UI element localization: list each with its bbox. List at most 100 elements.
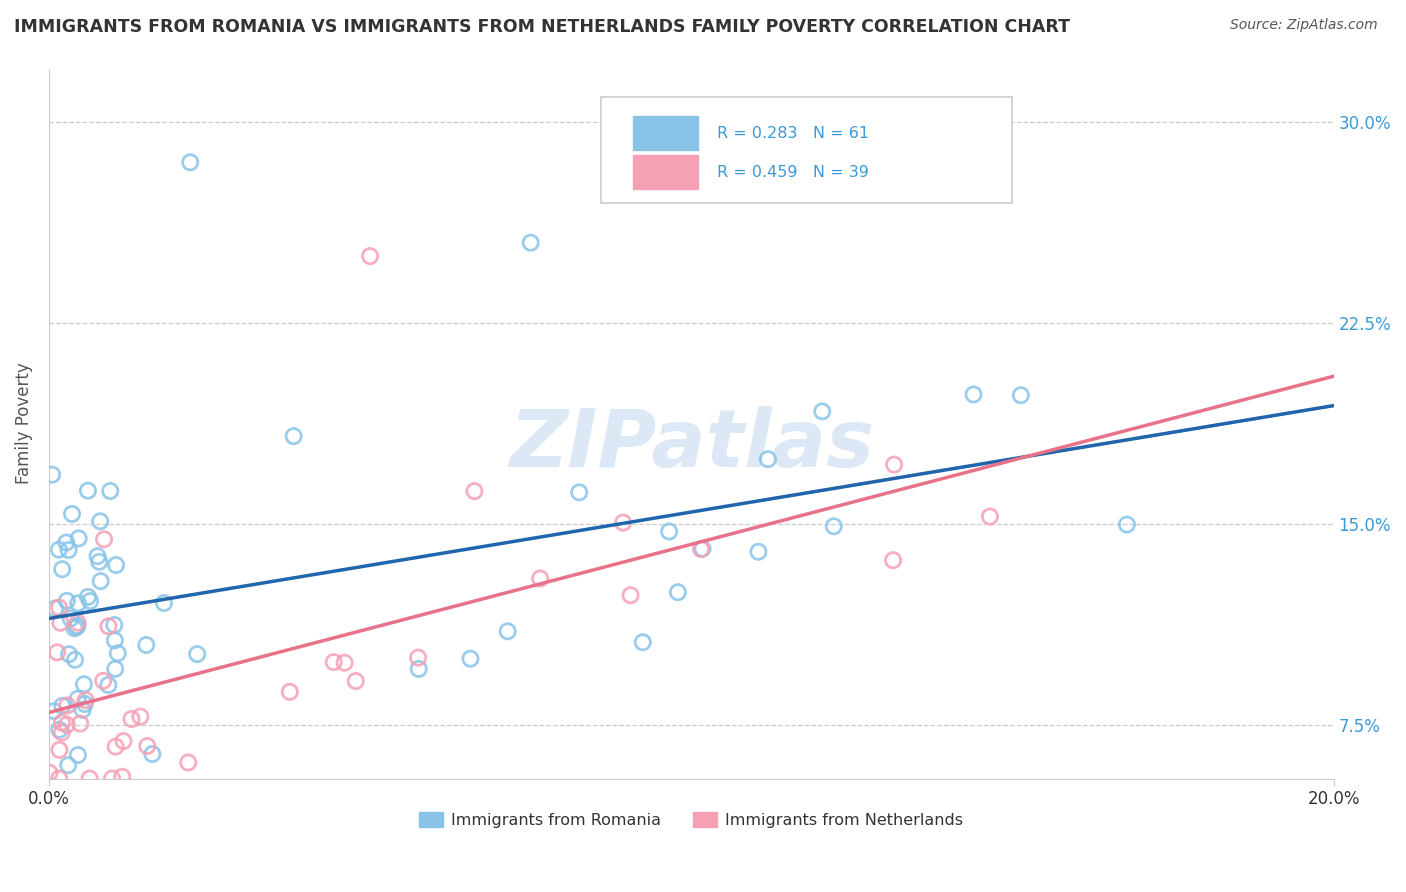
Point: [55, 535, 77, 549]
Point: [278, 685, 301, 699]
Point: [283, 429, 305, 443]
Point: [66, 615, 89, 630]
Point: [63, 621, 86, 635]
Point: [48, 723, 70, 737]
Point: [48, 542, 70, 557]
Point: [73, 677, 96, 691]
Point: [344, 673, 367, 688]
Point: [979, 509, 1001, 524]
Y-axis label: Family Poverty: Family Poverty: [15, 363, 32, 484]
Point: [89, 555, 111, 569]
Point: [658, 524, 681, 539]
Point: [460, 651, 482, 665]
Point: [104, 739, 127, 754]
Point: [89, 514, 111, 528]
Point: [79, 594, 101, 608]
Point: [612, 516, 634, 530]
Point: [666, 585, 689, 599]
Point: [51, 715, 73, 730]
Point: [51, 562, 73, 576]
Point: [93, 533, 115, 547]
FancyBboxPatch shape: [602, 97, 1012, 203]
Point: [97, 619, 120, 633]
Point: [631, 635, 654, 649]
Point: [56, 718, 79, 732]
Point: [86, 549, 108, 564]
Point: [619, 588, 641, 602]
Point: [98, 483, 121, 498]
Point: [69, 716, 91, 731]
Point: [692, 541, 714, 556]
Text: IMMIGRANTS FROM ROMANIA VS IMMIGRANTS FROM NETHERLANDS FAMILY POVERTY CORRELATIO: IMMIGRANTS FROM ROMANIA VS IMMIGRANTS FR…: [14, 18, 1070, 36]
Point: [568, 485, 591, 500]
Point: [1010, 388, 1032, 402]
Text: R = 0.459   N = 39: R = 0.459 N = 39: [717, 165, 869, 179]
Point: [496, 624, 519, 639]
Point: [44, 601, 66, 615]
Point: [77, 590, 100, 604]
Point: [112, 734, 135, 748]
Text: Source: ZipAtlas.com: Source: ZipAtlas.com: [1230, 18, 1378, 32]
FancyBboxPatch shape: [634, 155, 697, 189]
Point: [111, 770, 134, 784]
Point: [77, 483, 100, 498]
Point: [63, 653, 86, 667]
Point: [104, 662, 127, 676]
Point: [121, 712, 143, 726]
Point: [58, 647, 80, 661]
Point: [136, 739, 159, 753]
Point: [48, 743, 70, 757]
Point: [59, 611, 82, 625]
Point: [91, 673, 114, 688]
Point: [747, 545, 769, 559]
FancyBboxPatch shape: [634, 116, 697, 150]
Point: [823, 519, 845, 533]
Point: [66, 747, 89, 762]
Point: [186, 647, 208, 661]
Point: [962, 387, 984, 401]
Point: [322, 655, 344, 669]
Point: [1116, 517, 1139, 532]
Point: [79, 772, 101, 786]
Point: [463, 484, 485, 499]
Point: [97, 678, 120, 692]
Point: [529, 572, 551, 586]
Point: [882, 553, 904, 567]
Point: [73, 697, 96, 711]
Point: [179, 155, 201, 169]
Point: [406, 650, 429, 665]
Point: [56, 698, 79, 713]
Point: [129, 709, 152, 723]
Point: [42, 704, 65, 718]
Point: [690, 542, 713, 557]
Point: [38, 765, 60, 780]
Point: [56, 594, 79, 608]
Point: [104, 633, 127, 648]
Point: [408, 662, 430, 676]
Text: R = 0.283   N = 61: R = 0.283 N = 61: [717, 126, 869, 141]
Point: [359, 249, 381, 263]
Point: [60, 507, 83, 521]
Point: [49, 615, 72, 630]
Point: [48, 600, 70, 615]
Point: [58, 543, 80, 558]
Point: [41, 467, 63, 482]
Point: [107, 646, 129, 660]
Point: [153, 596, 176, 610]
Point: [756, 452, 779, 467]
Point: [811, 404, 834, 418]
Point: [75, 693, 97, 707]
Point: [135, 638, 157, 652]
Point: [177, 756, 200, 770]
Point: [67, 596, 90, 610]
Point: [105, 558, 128, 572]
Point: [72, 703, 94, 717]
Point: [66, 691, 89, 706]
Point: [48, 772, 70, 786]
Text: ZIPatlas: ZIPatlas: [509, 406, 873, 483]
Point: [883, 458, 905, 472]
Point: [58, 758, 80, 772]
Legend: Immigrants from Romania, Immigrants from Netherlands: Immigrants from Romania, Immigrants from…: [413, 806, 970, 835]
Point: [90, 574, 112, 589]
Point: [333, 656, 356, 670]
